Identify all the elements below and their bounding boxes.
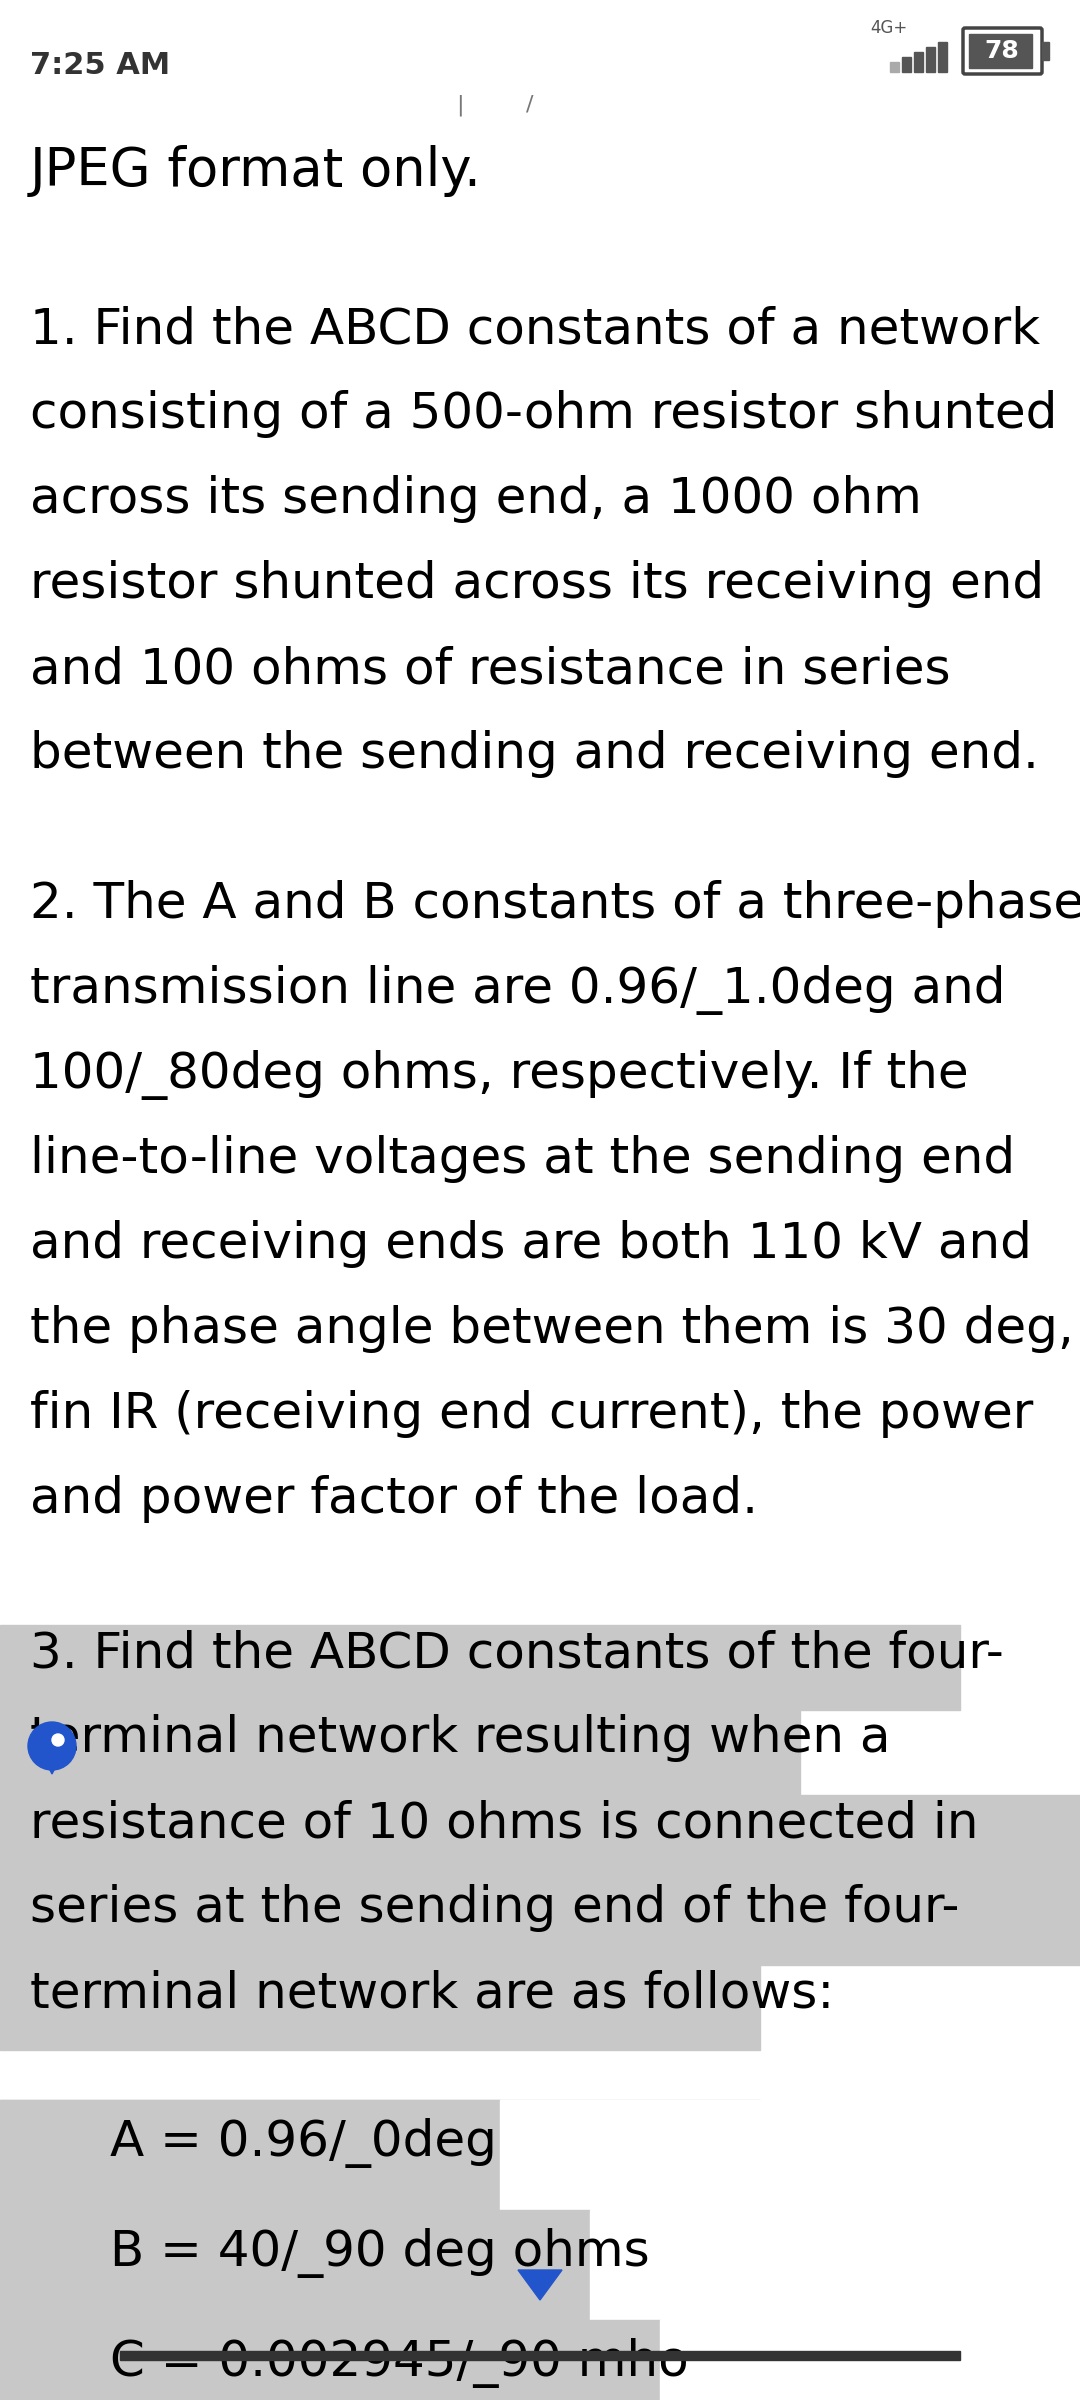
- Bar: [0, 1625, 960, 1709]
- Text: and power factor of the load.: and power factor of the load.: [30, 1476, 758, 1524]
- Circle shape: [52, 1733, 64, 1747]
- Circle shape: [28, 1723, 76, 1771]
- Text: transmission line are 0.96/_1.0deg and: transmission line are 0.96/_1.0deg and: [30, 965, 1005, 1015]
- Text: 4G+: 4G+: [870, 19, 907, 36]
- Text: fin IR (receiving end current), the power: fin IR (receiving end current), the powe…: [30, 1390, 1034, 1438]
- Bar: [969, 34, 1032, 67]
- Text: C = 0.002945/_90 mho: C = 0.002945/_90 mho: [110, 2338, 689, 2388]
- Bar: [0, 1879, 1080, 1966]
- Bar: [926, 48, 935, 72]
- Bar: [660, 2321, 1080, 2400]
- Bar: [0, 1795, 1080, 1879]
- Text: B = 40/_90 deg ohms: B = 40/_90 deg ohms: [110, 2227, 650, 2278]
- Polygon shape: [38, 1747, 66, 1774]
- Bar: [902, 58, 912, 72]
- Text: 3. Find the ABCD constants of the four-: 3. Find the ABCD constants of the four-: [30, 1630, 1004, 1678]
- Text: /: /: [526, 96, 534, 115]
- Text: 100/_80deg ohms, respectively. If the: 100/_80deg ohms, respectively. If the: [30, 1051, 969, 1099]
- Text: |: |: [456, 94, 463, 115]
- Text: and 100 ohms of resistance in series: and 100 ohms of resistance in series: [30, 646, 950, 694]
- Text: 2. The A and B constants of a three-phase: 2. The A and B constants of a three-phas…: [30, 881, 1080, 929]
- Text: 1. Find the ABCD constants of a network: 1. Find the ABCD constants of a network: [30, 305, 1040, 353]
- Bar: [120, 2352, 960, 2359]
- Text: terminal network are as follows:: terminal network are as follows:: [30, 1968, 834, 2016]
- Bar: [0, 1966, 760, 2050]
- Bar: [0, 2210, 590, 2321]
- Text: terminal network resulting when a: terminal network resulting when a: [30, 1714, 891, 1762]
- Text: line-to-line voltages at the sending end: line-to-line voltages at the sending end: [30, 1135, 1015, 1183]
- Bar: [590, 2210, 1080, 2321]
- Bar: [1042, 41, 1049, 60]
- Bar: [890, 62, 899, 72]
- Text: across its sending end, a 1000 ohm: across its sending end, a 1000 ohm: [30, 475, 922, 523]
- Bar: [0, 2100, 760, 2400]
- Text: 7:25 AM: 7:25 AM: [30, 50, 171, 79]
- Text: 78: 78: [984, 38, 1018, 62]
- Text: and receiving ends are both 110 kV and: and receiving ends are both 110 kV and: [30, 1219, 1031, 1267]
- Text: between the sending and receiving end.: between the sending and receiving end.: [30, 730, 1039, 778]
- Text: resistor shunted across its receiving end: resistor shunted across its receiving en…: [30, 559, 1044, 607]
- Polygon shape: [518, 2270, 562, 2299]
- Text: the phase angle between them is 30 deg,: the phase angle between them is 30 deg,: [30, 1306, 1074, 1354]
- Bar: [0, 1709, 800, 1795]
- Text: consisting of a 500-ohm resistor shunted: consisting of a 500-ohm resistor shunted: [30, 389, 1057, 437]
- Bar: [0, 2100, 500, 2210]
- Bar: [939, 41, 947, 72]
- Bar: [914, 53, 923, 72]
- Bar: [500, 2100, 1080, 2210]
- FancyBboxPatch shape: [963, 29, 1042, 74]
- Text: A = 0.96/_0deg: A = 0.96/_0deg: [110, 2117, 497, 2167]
- Text: series at the sending end of the four-: series at the sending end of the four-: [30, 1884, 959, 1932]
- Bar: [0, 2321, 660, 2400]
- Text: JPEG format only.: JPEG format only.: [30, 144, 482, 197]
- Text: resistance of 10 ohms is connected in: resistance of 10 ohms is connected in: [30, 1800, 978, 1848]
